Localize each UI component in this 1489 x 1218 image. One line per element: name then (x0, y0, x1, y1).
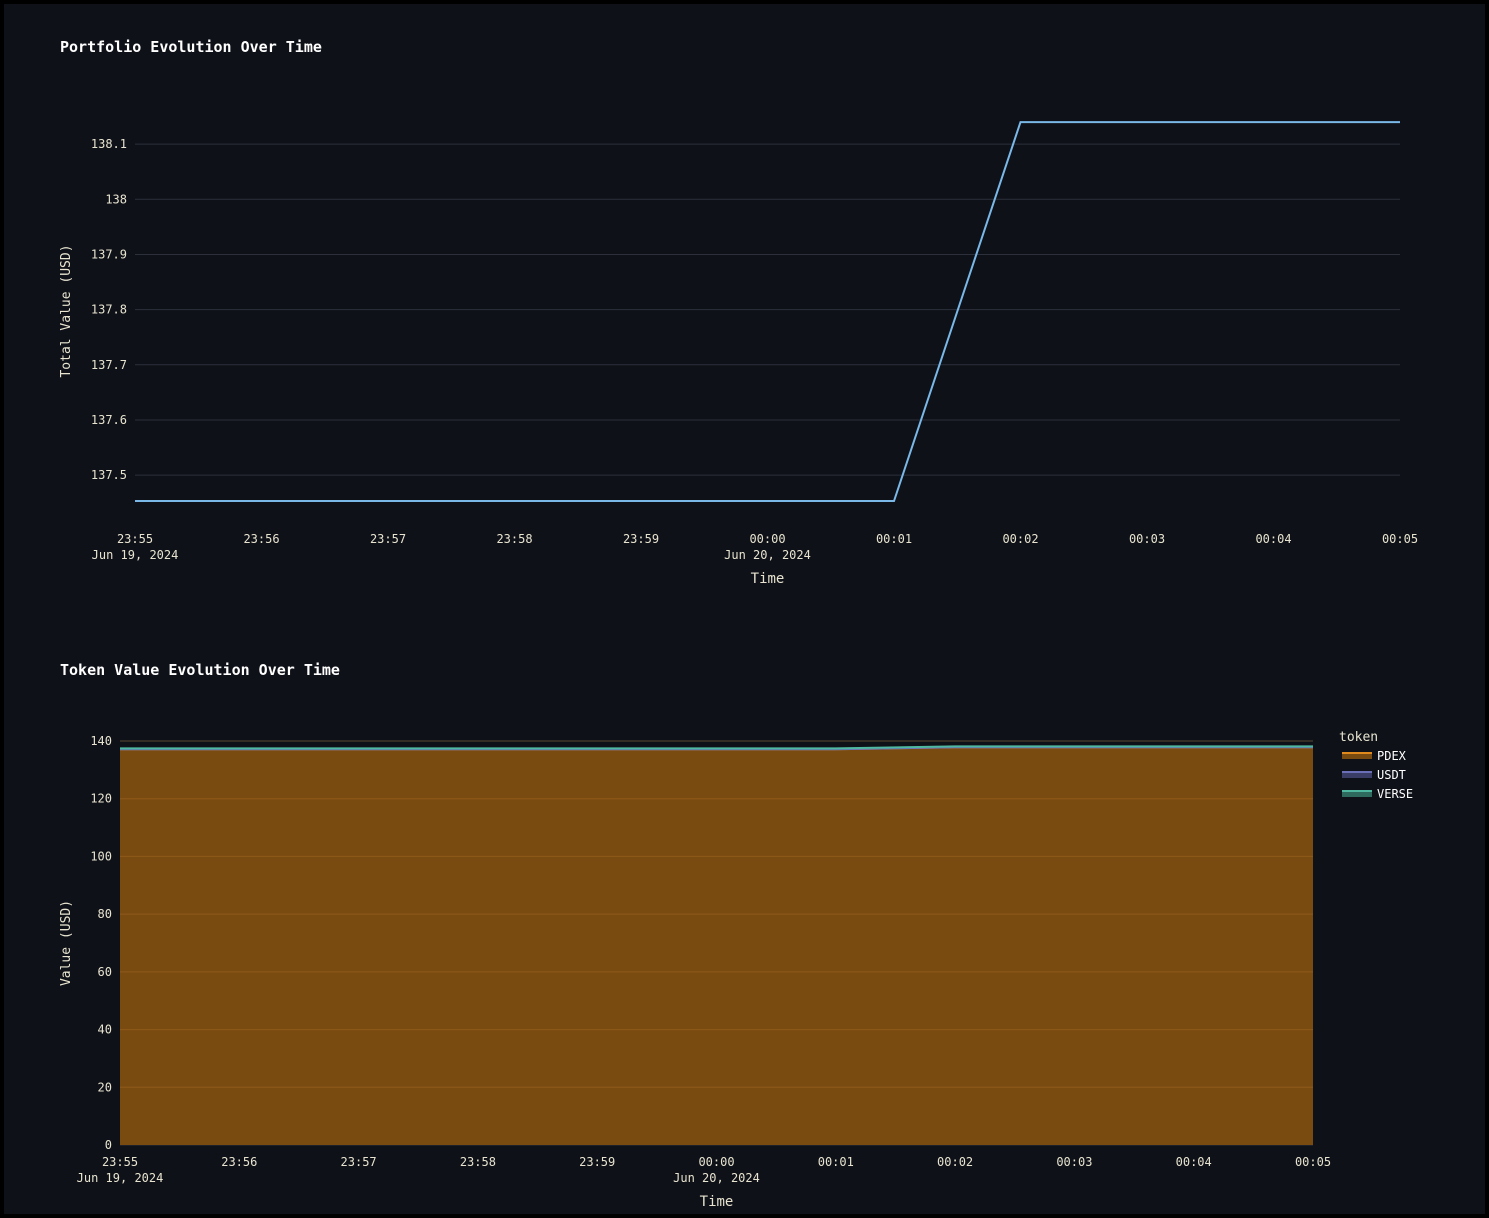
dashboard: Portfolio Evolution Over Time 137.5 137.6 1… (4, 4, 1485, 1214)
y-tick-label: 140 (90, 734, 112, 748)
x-tick-label: 23:55 (102, 1155, 138, 1169)
charts-canvas: Portfolio Evolution Over Time 137.5 137.6 1… (59, 38, 1418, 1210)
y-tick-label: 137.9 (91, 247, 127, 261)
legend-swatch-line-pdex (1342, 752, 1372, 754)
x-tick-label: 23:56 (243, 532, 279, 546)
area-pdex (120, 747, 1313, 1145)
x-tick-label: 23:56 (221, 1155, 257, 1169)
x-tick-label: 00:00 (698, 1155, 734, 1169)
x-tick-label: 23:58 (496, 532, 532, 546)
x-tick-sublabel: Jun 19, 2024 (92, 548, 179, 562)
chart-title: Token Value Evolution Over Time (60, 661, 340, 679)
legend-swatch-verse (1342, 790, 1372, 797)
legend-label: PDEX (1377, 749, 1407, 763)
x-tick-label: 23:57 (341, 1155, 377, 1169)
x-tick-label: 00:04 (1255, 532, 1291, 546)
x-tick-label: 00:01 (818, 1155, 854, 1169)
y-tick-label: 138 (105, 192, 127, 206)
legend-title: token (1339, 730, 1378, 745)
y-tick-label: 138.1 (91, 137, 127, 151)
x-tick-label: 00:00 (749, 532, 785, 546)
x-tick-label: 23:59 (623, 532, 659, 546)
legend-label: USDT (1377, 768, 1406, 782)
x-tick-label: 00:05 (1295, 1155, 1331, 1169)
y-tick-label: 100 (90, 849, 112, 863)
legend-swatch-pdex (1342, 752, 1372, 759)
portfolio-line (135, 121, 1400, 503)
legend-swatch-line-usdt (1342, 771, 1372, 773)
y-tick-label: 80 (98, 907, 112, 921)
x-axis-label: Time (700, 1194, 734, 1210)
y-axis-label: Total Value (USD) (59, 244, 74, 377)
y-tick-label: 137.8 (91, 303, 127, 317)
legend-label: VERSE (1377, 787, 1413, 801)
x-tick-label: 23:57 (370, 532, 406, 546)
x-tick-label: 00:02 (937, 1155, 973, 1169)
x-tick-sublabel: Jun 19, 2024 (77, 1171, 164, 1185)
x-tick-label: 23:59 (579, 1155, 615, 1169)
x-tick-label: 00:02 (1002, 532, 1038, 546)
y-tick-label: 0 (105, 1138, 112, 1152)
x-tick-label: 23:55 (117, 532, 153, 546)
x-tick-label: 00:01 (876, 532, 912, 546)
x-tick-sublabel: Jun 20, 2024 (724, 548, 811, 562)
y-tick-label: 137.7 (91, 358, 127, 372)
chart-title: Portfolio Evolution Over Time (60, 38, 322, 56)
y-tick-label: 60 (98, 965, 112, 979)
y-tick-label: 120 (90, 792, 112, 806)
y-tick-label: 137.5 (91, 468, 127, 482)
legend-swatch-line-verse (1342, 790, 1372, 792)
y-tick-label: 40 (98, 1023, 112, 1037)
x-tick-sublabel: Jun 20, 2024 (673, 1171, 760, 1185)
x-tick-label: 00:03 (1056, 1155, 1092, 1169)
x-tick-label: 00:04 (1176, 1155, 1212, 1169)
x-axis-label: Time (751, 571, 785, 587)
y-tick-label: 137.6 (91, 413, 127, 427)
x-tick-label: 00:05 (1382, 532, 1418, 546)
y-axis-label: Value (USD) (59, 900, 74, 986)
line-verse (120, 745, 1313, 750)
x-tick-label: 00:03 (1129, 532, 1165, 546)
x-tick-label: 23:58 (460, 1155, 496, 1169)
legend-swatch-usdt (1342, 771, 1372, 778)
y-tick-label: 20 (98, 1080, 112, 1094)
